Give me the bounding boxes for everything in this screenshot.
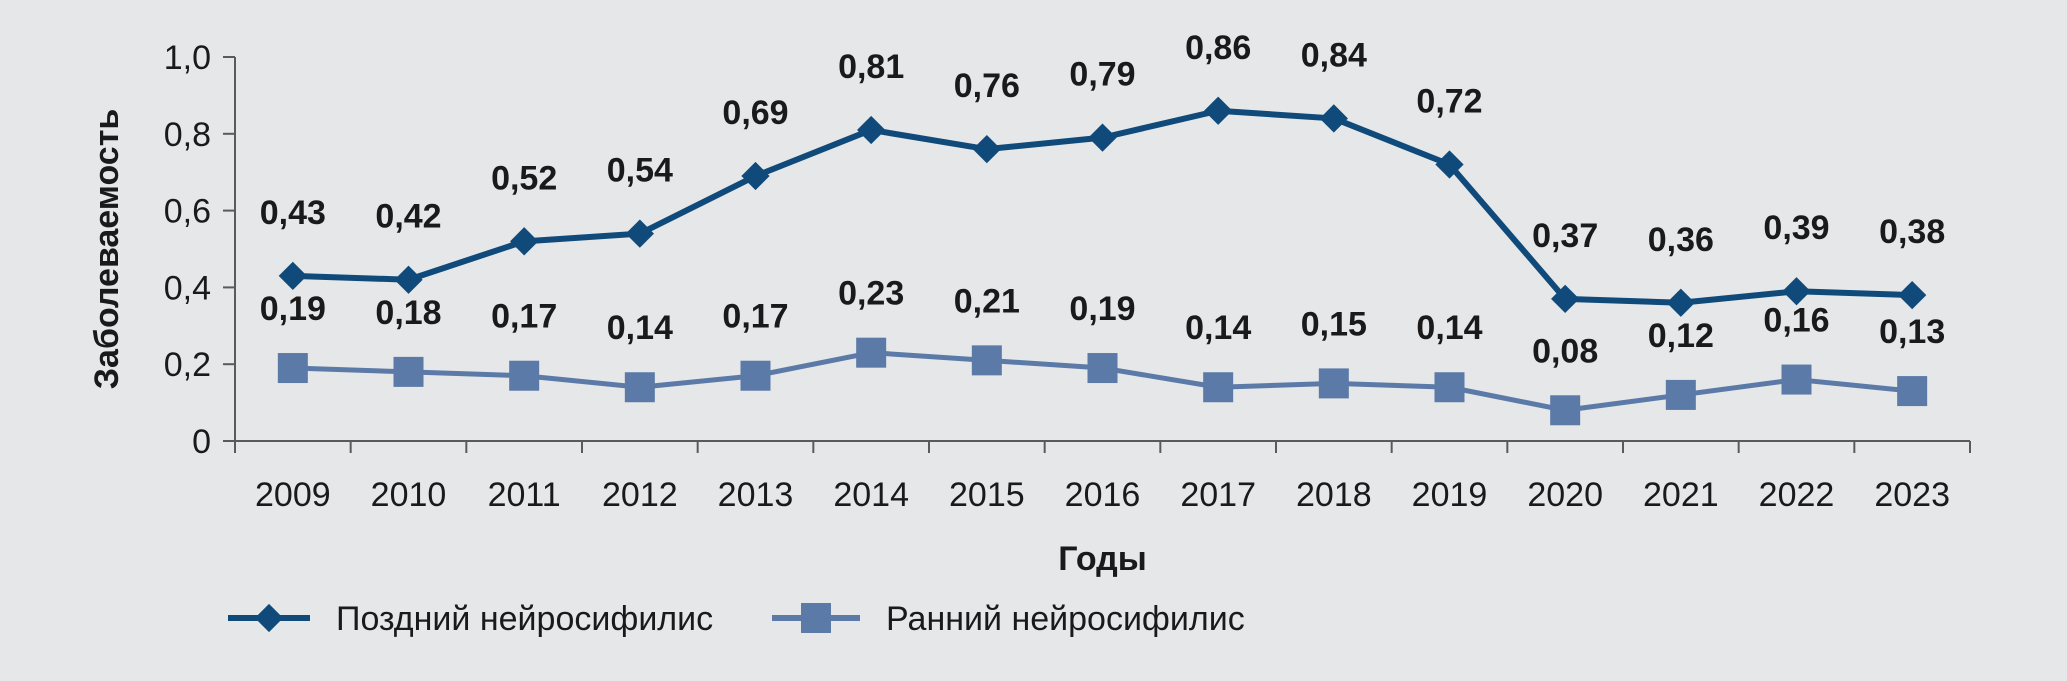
x-tick-label: 2014 (833, 476, 909, 514)
x-tick-label: 2009 (255, 476, 331, 514)
y-tick-label: 0,2 (164, 346, 211, 384)
square-point (277, 353, 308, 384)
data-label: 0,15 (1301, 305, 1367, 343)
data-label: 0,14 (1416, 309, 1482, 347)
diamond-point (1666, 288, 1695, 317)
data-label: 0,76 (954, 67, 1020, 105)
series-late: 0,43 0,42 0,52 0,54 0,69 0,81 0,76 0,79 0,86 0,84… (260, 29, 1945, 317)
x-tick-label: 2012 (602, 476, 678, 514)
diamond-point (510, 227, 539, 256)
diamond-point (972, 135, 1001, 164)
x-tick-label: 2016 (1065, 476, 1141, 514)
square-point (740, 360, 771, 391)
y-tick-label: 1,0 (164, 39, 211, 77)
square-point (1203, 372, 1234, 403)
series-group: 0,43 0,42 0,52 0,54 0,69 0,81 0,76 0,79 0,86 0,84… (260, 29, 1945, 426)
diamond-point (278, 261, 307, 291)
legend-diamond-marker (254, 603, 284, 633)
x-tick-label: 2010 (371, 476, 447, 514)
data-label: 0,81 (838, 48, 904, 86)
square-point (1665, 379, 1696, 410)
diamond-point (1435, 150, 1464, 179)
diamond-point (1898, 280, 1927, 310)
y-ticks: 0 0,2 0,4 0,6 0,8 1,0 (164, 39, 235, 461)
data-label: 0,14 (607, 309, 673, 347)
data-label: 0,54 (607, 152, 673, 190)
data-label: 0,19 (260, 290, 326, 328)
data-label: 0,39 (1763, 209, 1829, 247)
square-point (393, 356, 424, 387)
data-label: 0,69 (722, 94, 788, 132)
y-axis-title: Заболеваемость (88, 109, 126, 390)
square-point (856, 337, 887, 368)
x-ticks: 2009 2010 2011 2012 2013 2014 2015 2016 2017 2018… (234, 441, 1971, 514)
data-label: 0,14 (1185, 309, 1251, 347)
diamond-point (1319, 104, 1348, 133)
square-point (1781, 364, 1812, 395)
data-label: 0,08 (1532, 332, 1598, 370)
diamond-point (1204, 96, 1233, 125)
data-label: 0,18 (375, 294, 441, 332)
data-label: 0,12 (1648, 317, 1714, 355)
diamond-point (1551, 284, 1580, 314)
data-label: 0,42 (375, 198, 441, 236)
x-tick-label: 2023 (1874, 476, 1950, 514)
x-tick-label: 2017 (1180, 476, 1256, 514)
legend-label-early: Ранний нейросифилис (886, 600, 1245, 638)
x-tick-label: 2019 (1412, 476, 1488, 514)
data-label: 0,17 (491, 298, 557, 336)
square-point (971, 345, 1002, 376)
axes (234, 57, 1970, 442)
x-tick-label: 2020 (1527, 476, 1603, 514)
data-label: 0,72 (1416, 83, 1482, 121)
x-tick-label: 2018 (1296, 476, 1372, 514)
data-label: 0,43 (260, 194, 326, 232)
diamond-point (394, 265, 423, 294)
y-tick-label: 0,4 (164, 269, 211, 307)
data-label: 0,79 (1069, 56, 1135, 94)
x-tick-label: 2015 (949, 476, 1025, 514)
y-tick-label: 0,6 (164, 193, 211, 231)
data-label: 0,86 (1185, 29, 1251, 67)
diamond-point (1782, 277, 1811, 306)
x-tick-label: 2021 (1643, 476, 1719, 514)
y-tick-label: 0,8 (164, 116, 211, 154)
square-point (509, 360, 540, 391)
diamond-point (1088, 123, 1117, 152)
square-point (1434, 372, 1465, 403)
data-label: 0,21 (954, 282, 1020, 320)
legend-label-late: Поздний нейросифилис (336, 600, 713, 638)
diamond-point (741, 161, 770, 191)
square-point (1897, 376, 1928, 407)
square-point (1087, 353, 1118, 384)
legend-item-late[interactable]: Поздний нейросифилис (228, 600, 713, 638)
diamond-point (625, 219, 654, 248)
data-label: 0,13 (1879, 313, 1945, 351)
diamond-point (857, 115, 886, 145)
data-label: 0,52 (491, 159, 557, 197)
data-label: 0,19 (1069, 290, 1135, 328)
data-label: 0,17 (722, 298, 788, 336)
x-tick-label: 2011 (488, 476, 561, 514)
legend: Поздний нейросифилис Ранний нейросифилис (228, 600, 1245, 638)
data-label: 0,37 (1532, 217, 1598, 255)
x-tick-label: 2013 (718, 476, 794, 514)
square-point (624, 372, 655, 403)
x-axis-title: Годы (1058, 540, 1147, 578)
square-point (1550, 395, 1581, 426)
x-tick-label: 2022 (1759, 476, 1835, 514)
data-label: 0,23 (838, 275, 904, 313)
square-point (1318, 368, 1349, 399)
data-label: 0,38 (1879, 213, 1945, 251)
legend-item-early[interactable]: Ранний нейросифилис (772, 600, 1245, 638)
y-tick-label: 0 (192, 423, 211, 461)
legend-square-marker (801, 603, 831, 633)
data-label: 0,16 (1763, 302, 1829, 340)
data-label: 0,84 (1301, 36, 1367, 74)
data-label: 0,36 (1648, 221, 1714, 259)
series-early: 0,19 0,18 0,17 0,14 0,17 0,23 0,21 0,19 0,14 0,15… (260, 275, 1945, 426)
